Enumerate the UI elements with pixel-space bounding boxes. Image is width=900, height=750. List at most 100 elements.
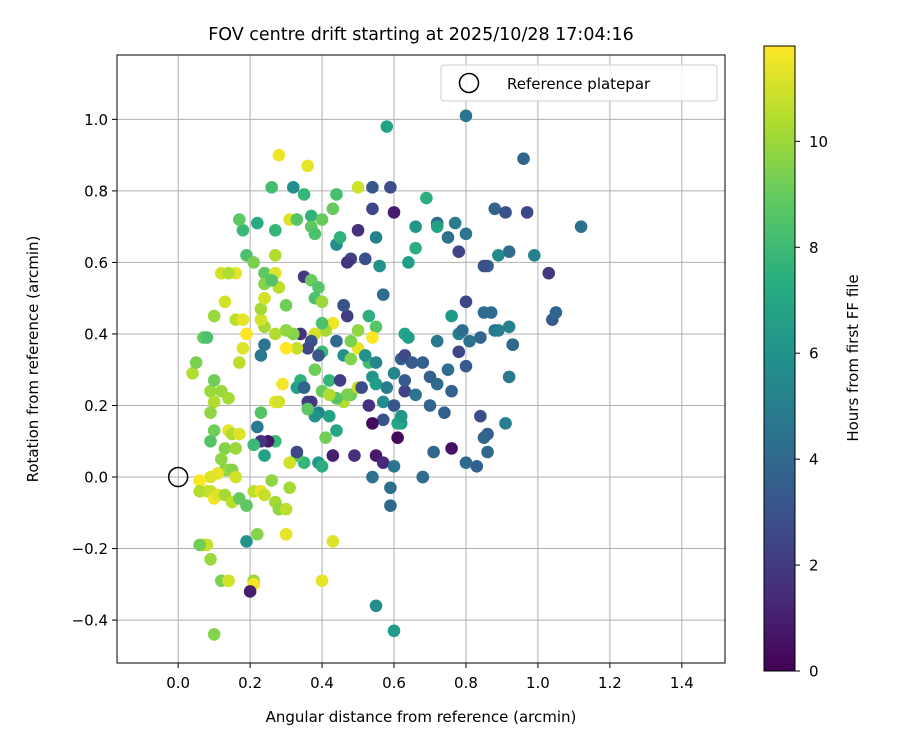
scatter-point <box>384 181 397 194</box>
scatter-point <box>574 220 588 233</box>
scatter-point <box>445 442 458 455</box>
scatter-point <box>215 452 228 466</box>
scatter-point <box>204 406 217 419</box>
scatter-point <box>333 231 347 244</box>
scatter-point <box>315 574 329 588</box>
x-tick-label: 0.6 <box>382 674 406 692</box>
scatter-point <box>448 216 462 230</box>
scatter-point <box>240 499 253 512</box>
scatter-point <box>233 213 246 226</box>
scatter-point <box>362 399 376 412</box>
scatter-point <box>193 485 207 498</box>
scatter-point <box>409 388 422 402</box>
scatter-point <box>366 470 379 484</box>
scatter-point <box>290 445 304 459</box>
scatter-point <box>373 259 386 273</box>
scatter-point <box>376 395 390 409</box>
y-tick-label: 0.2 <box>84 397 108 415</box>
scatter-point <box>340 256 354 269</box>
x-tick-label: 1.2 <box>598 674 622 692</box>
chart-title: FOV centre drift starting at 2025/10/28 … <box>208 25 634 45</box>
scatter-point <box>193 474 207 487</box>
scatter-point <box>254 349 268 362</box>
scatter-point <box>315 213 329 226</box>
scatter-point <box>229 470 243 484</box>
scatter-point <box>301 402 314 416</box>
x-tick-label: 0.4 <box>310 674 334 692</box>
y-tick-label: 0.0 <box>84 469 108 487</box>
scatter-point <box>351 223 365 237</box>
scatter-point <box>254 406 268 419</box>
scatter-point <box>459 227 473 241</box>
scatter-point <box>268 248 282 262</box>
scatter-point <box>304 209 318 223</box>
scatter-point <box>430 220 444 233</box>
scatter-point <box>233 356 246 369</box>
scatter-point <box>326 535 340 548</box>
scatter-point <box>258 291 271 305</box>
scatter-point <box>441 231 455 244</box>
scatter-point <box>290 213 304 226</box>
scatter-point <box>366 331 379 344</box>
scatter-point <box>272 148 286 162</box>
scatter-point <box>326 449 340 462</box>
scatter-point <box>340 388 354 402</box>
scatter-point <box>405 356 419 369</box>
scatter-point <box>204 434 217 448</box>
colorbar-tick-label: 2 <box>809 557 819 575</box>
scatter-point <box>452 245 466 259</box>
scatter-point <box>384 499 397 512</box>
scatter-point <box>222 266 235 280</box>
scatter-point <box>312 281 325 294</box>
scatter-point <box>322 409 336 423</box>
colorbar-label: Hours from first FF file <box>844 274 862 441</box>
scatter-point <box>409 220 422 233</box>
scatter-point <box>326 202 340 216</box>
scatter-point <box>229 442 243 455</box>
scatter-point <box>427 445 440 459</box>
scatter-point <box>459 295 473 309</box>
scatter-point <box>369 231 383 244</box>
scatter-point <box>358 349 372 362</box>
scatter-point <box>315 295 329 309</box>
scatter-point <box>279 527 293 541</box>
scatter-point <box>283 481 296 495</box>
scatter-point <box>243 585 257 598</box>
scatter-point <box>251 216 264 230</box>
scatter-point <box>420 191 433 205</box>
scatter-point <box>333 374 347 387</box>
scatter-point <box>218 295 232 309</box>
scatter-point <box>207 395 221 409</box>
scatter-point <box>409 241 422 255</box>
scatter-point <box>297 188 311 201</box>
scatter-point <box>376 413 390 427</box>
y-tick-label: −0.4 <box>72 612 108 630</box>
scatter-point <box>268 327 282 341</box>
scatter-point <box>430 334 444 348</box>
scatter-point <box>193 538 207 552</box>
scatter-point <box>279 502 293 516</box>
scatter-point <box>279 299 293 312</box>
scatter-point <box>251 420 264 434</box>
scatter-point <box>492 248 505 262</box>
scatter-point <box>441 363 455 377</box>
scatter-point <box>247 438 261 452</box>
scatter-point <box>222 392 235 405</box>
colorbar-tick-label: 6 <box>809 345 819 363</box>
y-tick-label: 0.8 <box>84 182 108 200</box>
scatter-point <box>369 320 383 334</box>
scatter-point <box>254 313 268 326</box>
scatter-point <box>258 449 271 462</box>
scatter-point <box>520 206 534 219</box>
scatter-point <box>366 417 379 430</box>
scatter-point <box>301 159 314 173</box>
y-axis-label: Rotation from reference (arcmin) <box>24 236 42 483</box>
scatter-point <box>506 338 520 351</box>
scatter-point <box>477 306 491 319</box>
scatter-point <box>351 181 365 194</box>
y-tick-label: 1.0 <box>84 111 108 129</box>
scatter-point <box>528 248 541 262</box>
colorbar-frame <box>763 45 796 672</box>
scatter-point <box>251 527 264 541</box>
scatter-point <box>348 449 361 462</box>
